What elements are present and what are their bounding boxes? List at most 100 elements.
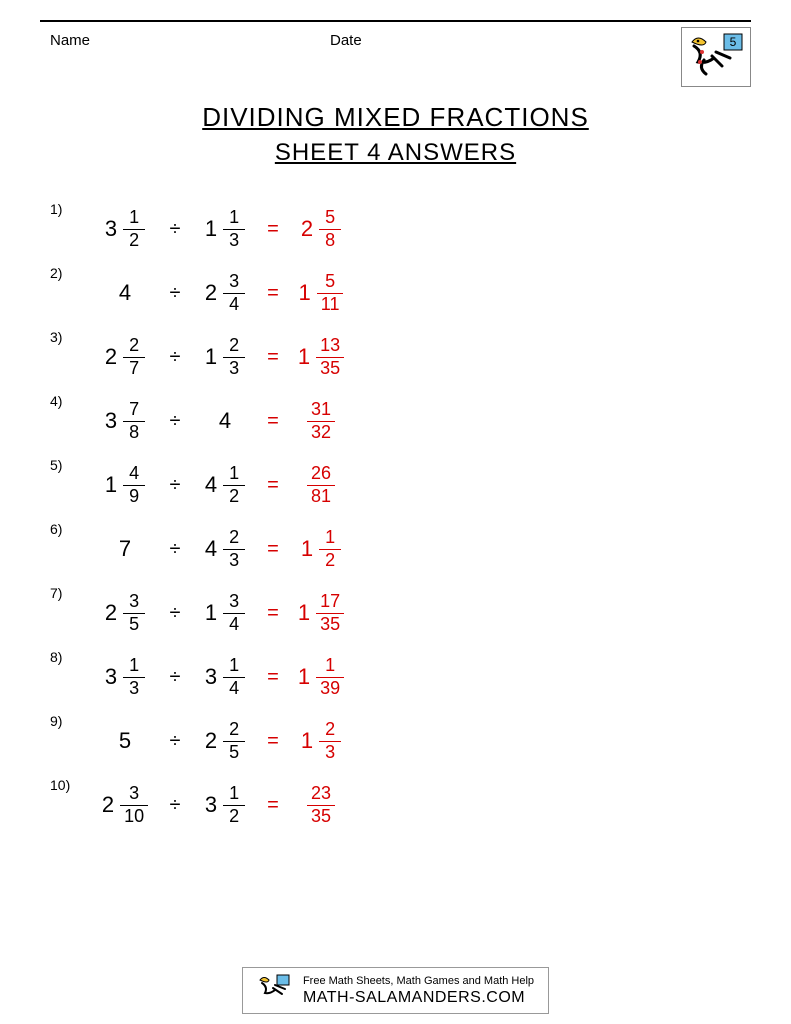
fraction-denominator: 7 <box>125 358 143 379</box>
operand-fraction: 12 <box>223 784 245 827</box>
fraction-denominator: 35 <box>316 614 344 635</box>
answer: 3132 <box>286 400 356 443</box>
equals-sign: = <box>260 474 286 497</box>
operand-whole: 2 <box>205 280 217 306</box>
fraction-numerator: 17 <box>316 592 344 613</box>
title-sub: SHEET 4 ANSWERS <box>40 139 751 167</box>
fraction-numerator: 3 <box>125 784 143 805</box>
fraction-denominator: 39 <box>316 678 344 699</box>
operand-whole: 4 <box>219 408 231 434</box>
answer: 112 <box>286 528 356 571</box>
answer-fraction: 2681 <box>307 464 335 507</box>
divide-operator: ÷ <box>160 474 190 497</box>
problem-row: 9)5÷225=123 <box>50 709 751 773</box>
fraction-numerator: 1 <box>321 656 339 677</box>
equals-sign: = <box>260 410 286 433</box>
operand-a: 312 <box>90 208 160 251</box>
answer-fraction: 23 <box>319 720 341 763</box>
fraction-denominator: 35 <box>316 358 344 379</box>
fraction-numerator: 23 <box>307 784 335 805</box>
equals-sign: = <box>260 666 286 689</box>
operand-a: 5 <box>90 728 160 754</box>
problem-number: 1) <box>50 197 90 217</box>
fraction-denominator: 2 <box>225 806 243 827</box>
operand-whole: 2 <box>102 792 114 818</box>
answer-whole: 1 <box>298 664 310 690</box>
fraction-denominator: 3 <box>225 550 243 571</box>
answer-fraction: 511 <box>317 272 344 315</box>
fraction-numerator: 1 <box>225 784 243 805</box>
operand-fraction: 25 <box>223 720 245 763</box>
footer-logo-icon <box>257 974 291 1007</box>
fraction-denominator: 2 <box>225 486 243 507</box>
problem-row: 7)235÷134=11735 <box>50 581 751 645</box>
footer-text: Free Math Sheets, Math Games and Math He… <box>303 975 534 1007</box>
fraction-denominator: 3 <box>125 678 143 699</box>
problem-row: 1)312÷113=258 <box>50 197 751 261</box>
operand-fraction: 23 <box>223 528 245 571</box>
problem-number: 2) <box>50 261 90 281</box>
fraction-numerator: 7 <box>125 400 143 421</box>
operand-whole: 1 <box>205 600 217 626</box>
operand-b: 234 <box>190 272 260 315</box>
fraction-denominator: 10 <box>120 806 148 827</box>
header-row: Name Date 5 <box>40 32 751 92</box>
answer: 1511 <box>286 272 356 315</box>
divide-operator: ÷ <box>160 666 190 689</box>
answer-fraction: 3132 <box>307 400 335 443</box>
operand-a: 2310 <box>90 784 160 827</box>
operand-a: 7 <box>90 536 160 562</box>
fraction-denominator: 3 <box>225 230 243 251</box>
answer-whole: 1 <box>301 728 313 754</box>
fraction-numerator: 3 <box>125 592 143 613</box>
divide-operator: ÷ <box>160 346 190 369</box>
divide-operator: ÷ <box>160 602 190 625</box>
operand-whole: 4 <box>205 536 217 562</box>
footer-tagline: Free Math Sheets, Math Games and Math He… <box>303 975 534 987</box>
operand-a: 149 <box>90 464 160 507</box>
fraction-denominator: 3 <box>321 742 339 763</box>
fraction-denominator: 4 <box>225 294 243 315</box>
answer: 123 <box>286 720 356 763</box>
fraction-numerator: 1 <box>225 656 243 677</box>
operand-b: 123 <box>190 336 260 379</box>
equals-sign: = <box>260 538 286 561</box>
answer-fraction: 12 <box>319 528 341 571</box>
fraction-denominator: 35 <box>307 806 335 827</box>
fraction-denominator: 4 <box>225 678 243 699</box>
operand-fraction: 34 <box>223 592 245 635</box>
answer-whole: 1 <box>298 600 310 626</box>
divide-operator: ÷ <box>160 730 190 753</box>
divide-operator: ÷ <box>160 794 190 817</box>
operand-fraction: 13 <box>123 656 145 699</box>
fraction-numerator: 1 <box>125 656 143 677</box>
operand-whole: 4 <box>205 472 217 498</box>
answer-fraction: 2335 <box>307 784 335 827</box>
fraction-denominator: 3 <box>225 358 243 379</box>
problem-number: 4) <box>50 389 90 409</box>
operand-fraction: 14 <box>223 656 245 699</box>
fraction-denominator: 32 <box>307 422 335 443</box>
equals-sign: = <box>260 794 286 817</box>
answer-whole: 1 <box>301 536 313 562</box>
worksheet-page: Name Date 5 DIVIDING MIXED FRACTIONS SHE… <box>0 0 791 1024</box>
fraction-denominator: 8 <box>125 422 143 443</box>
fraction-denominator: 81 <box>307 486 335 507</box>
equals-sign: = <box>260 218 286 241</box>
operand-whole: 5 <box>119 728 131 754</box>
operand-b: 423 <box>190 528 260 571</box>
date-label: Date <box>330 32 362 49</box>
equals-sign: = <box>260 602 286 625</box>
problem-number: 8) <box>50 645 90 665</box>
answer: 2335 <box>286 784 356 827</box>
fraction-numerator: 13 <box>316 336 344 357</box>
fraction-numerator: 3 <box>225 272 243 293</box>
operand-a: 378 <box>90 400 160 443</box>
problem-row: 2)4÷234=1511 <box>50 261 751 325</box>
operand-whole: 2 <box>105 344 117 370</box>
fraction-numerator: 5 <box>321 208 339 229</box>
operand-fraction: 35 <box>123 592 145 635</box>
answer-whole: 1 <box>299 280 311 306</box>
operand-fraction: 310 <box>120 784 148 827</box>
fraction-numerator: 2 <box>225 720 243 741</box>
